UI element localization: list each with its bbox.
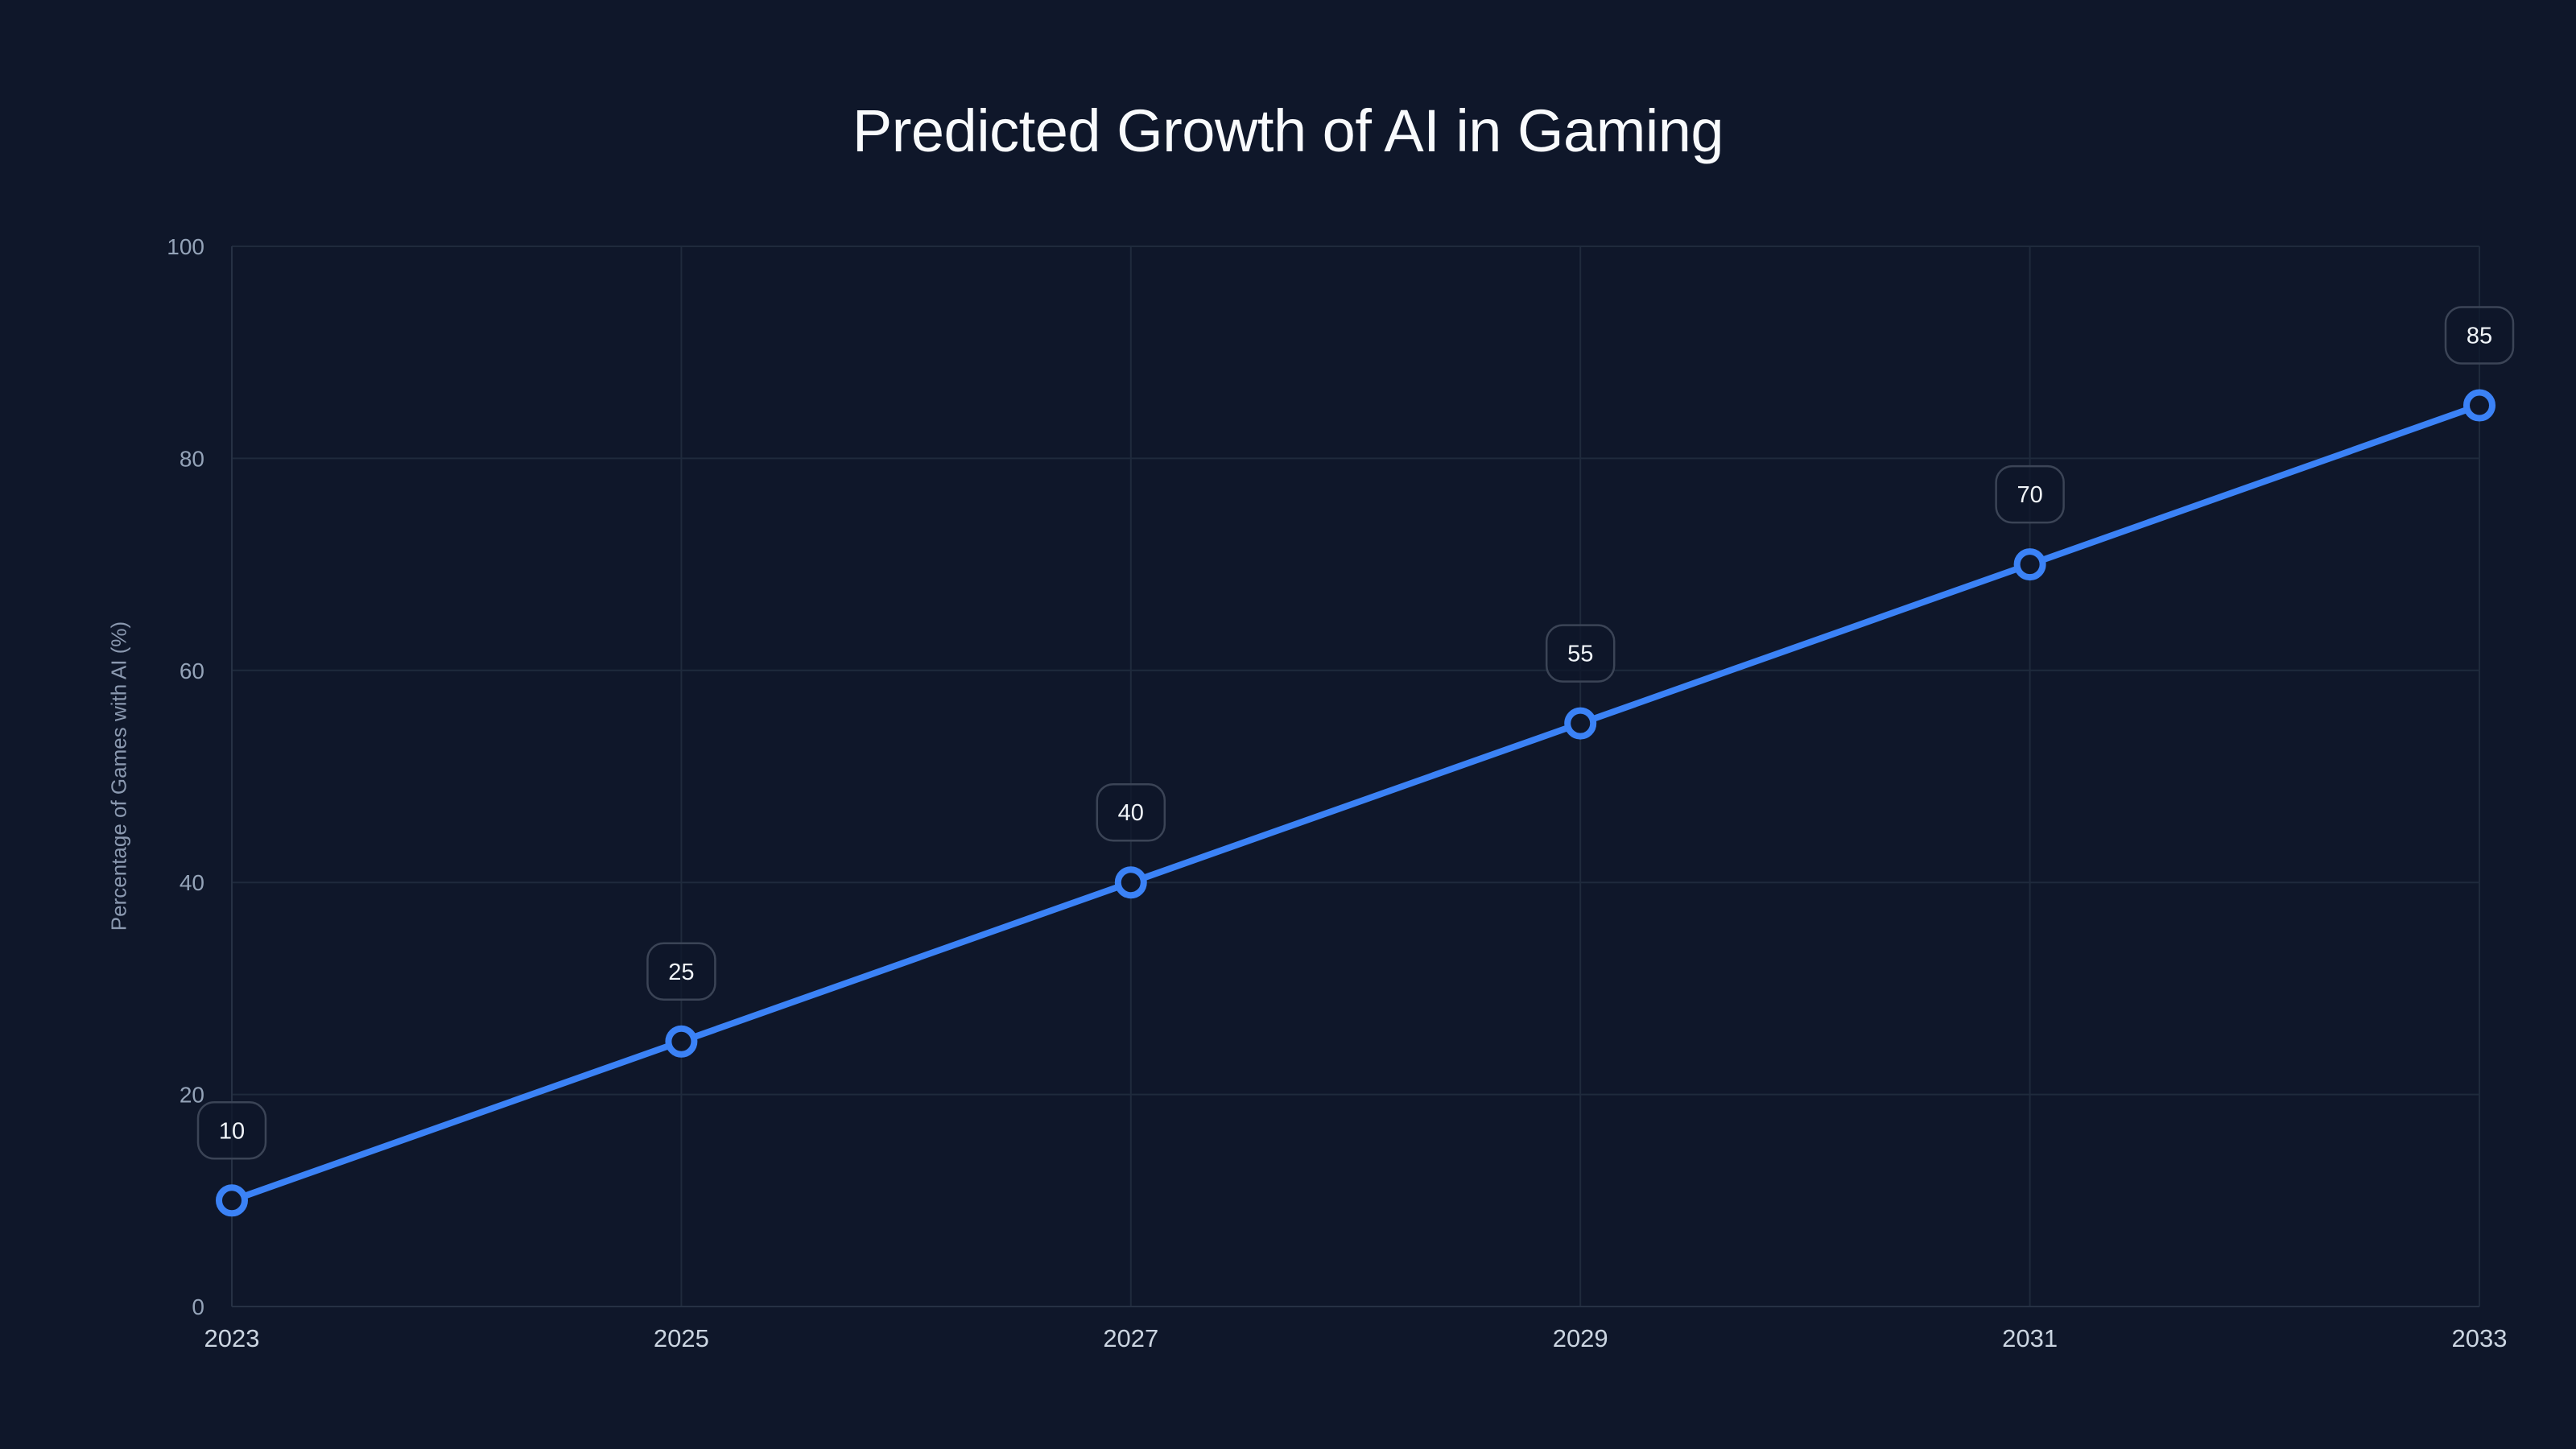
- x-tick-label: 2023: [204, 1324, 260, 1352]
- data-labels: 10 25 40 55 70 85: [196, 306, 2515, 1160]
- data-label: 25: [646, 942, 716, 1001]
- data-point-marker[interactable]: [1564, 707, 1597, 740]
- series-line: [229, 402, 2483, 1204]
- x-tick-labels: 2023 2025 2027 2029 2031 2033: [204, 1324, 2508, 1352]
- data-label-text: 55: [1567, 642, 1593, 667]
- data-label: 10: [196, 1101, 267, 1160]
- data-label-text: 70: [2017, 482, 2042, 508]
- y-tick-label: 40: [180, 870, 204, 895]
- data-label-box: [1995, 464, 2065, 524]
- x-tick-label: 2027: [1103, 1324, 1158, 1352]
- data-point-marker[interactable]: [1114, 866, 1147, 899]
- data-label: 55: [1545, 624, 1616, 683]
- gridlines: [231, 246, 2480, 1307]
- x-tick-label: 2029: [1553, 1324, 1608, 1352]
- chart-title: Predicted Growth of AI in Gaming: [852, 97, 1724, 164]
- data-label: 85: [2444, 306, 2515, 365]
- data-label-box: [646, 942, 716, 1001]
- y-tick-label: 100: [167, 234, 204, 259]
- data-point-marker[interactable]: [2013, 548, 2046, 581]
- data-point-marker[interactable]: [665, 1025, 698, 1058]
- axis-frame: [231, 246, 2479, 1307]
- series-layer: [216, 389, 2496, 1217]
- y-tick-label: 20: [180, 1083, 204, 1108]
- data-label-text: 85: [2467, 324, 2492, 349]
- data-label-box: [1096, 782, 1166, 842]
- data-label: 70: [1995, 464, 2065, 524]
- y-tick-label: 60: [180, 658, 204, 683]
- data-label-box: [2444, 306, 2515, 365]
- data-point-marker[interactable]: [2463, 389, 2496, 422]
- y-tick-labels: 0 20 40 60 80 100: [167, 234, 204, 1319]
- data-label-box: [196, 1101, 267, 1160]
- data-label-text: 10: [219, 1118, 245, 1144]
- data-label: 40: [1096, 782, 1166, 842]
- x-tick-label: 2025: [654, 1324, 709, 1352]
- data-label-text: 25: [668, 960, 694, 985]
- y-tick-label: 0: [192, 1294, 204, 1319]
- data-label-box: [1545, 624, 1616, 683]
- data-point-marker[interactable]: [216, 1184, 248, 1217]
- data-label-text: 40: [1118, 800, 1144, 826]
- x-tick-label: 2031: [2002, 1324, 2058, 1352]
- y-tick-label: 80: [180, 446, 204, 471]
- x-tick-label: 2033: [2452, 1324, 2508, 1352]
